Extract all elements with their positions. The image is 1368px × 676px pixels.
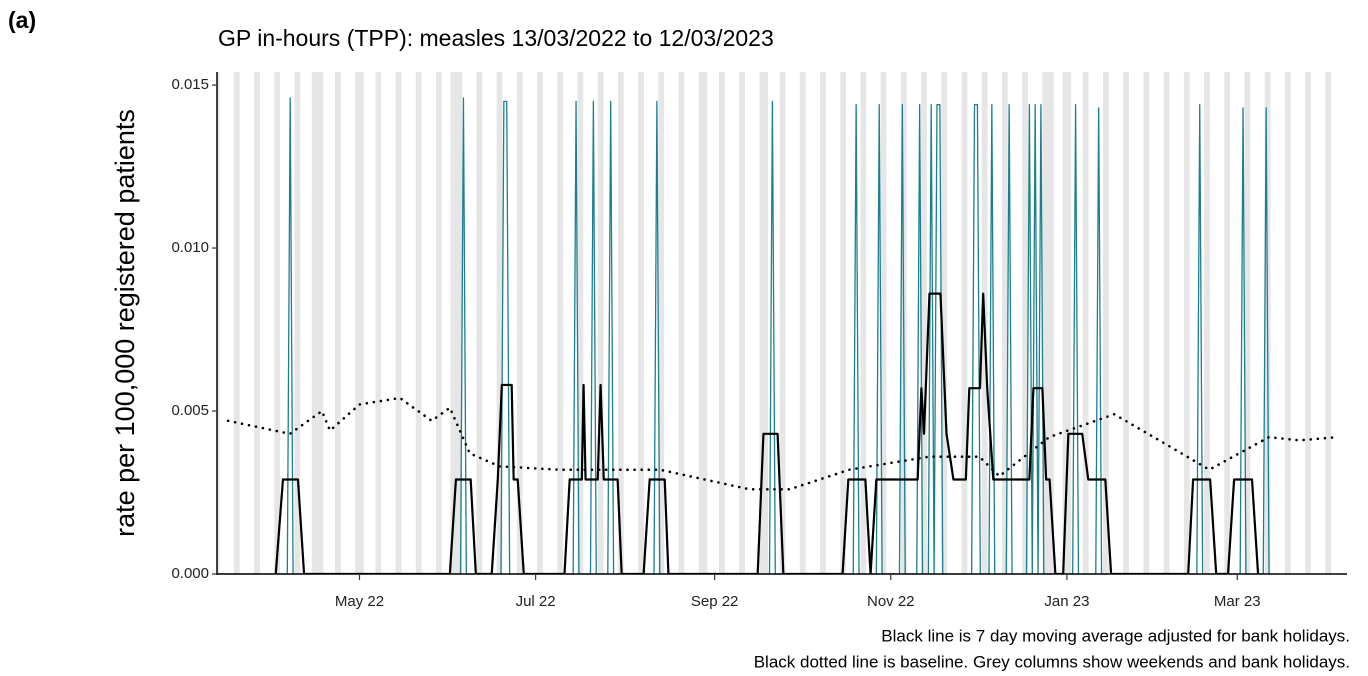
weekend-column [1183, 72, 1190, 574]
weekend-column [218, 72, 220, 574]
weekend-column [334, 72, 341, 574]
chart-title: GP in-hours (TPP): measles 13/03/2022 to… [218, 25, 774, 51]
weekend-column [537, 72, 543, 574]
weekend-column [375, 72, 382, 574]
x-tick-label: Mar 23 [1214, 593, 1261, 610]
weekend-column [294, 72, 301, 574]
weekend-column [840, 72, 847, 574]
weekend-column [450, 72, 462, 574]
weekend-column [658, 72, 665, 574]
weekend-column [1022, 72, 1028, 574]
weekend-column [577, 72, 584, 574]
panel-label: (a) [8, 7, 36, 33]
y-tick-label: 0.010 [171, 239, 209, 256]
weekend-column [1062, 72, 1072, 574]
x-tick-label: Jan 23 [1044, 593, 1089, 610]
weekend-column [1284, 72, 1291, 574]
data-line [274, 292, 1260, 574]
weekend-column [1143, 72, 1150, 574]
weekend-column [395, 72, 402, 574]
weekend-column [1305, 72, 1311, 574]
y-tick-label: 0.005 [171, 402, 209, 419]
weekend-column [233, 72, 240, 574]
weekend-column [860, 72, 867, 574]
weekend-column [961, 72, 968, 574]
weekend-column [1204, 72, 1210, 574]
x-tick-label: Sep 22 [691, 593, 739, 610]
weekend-column [254, 72, 260, 574]
weekend-column [941, 72, 948, 574]
weekend-column [638, 72, 644, 574]
weekend-column [799, 72, 806, 574]
weekend-column [355, 72, 364, 574]
weekend-column [415, 72, 422, 574]
line-layer [218, 97, 1340, 574]
weekend-column [1224, 72, 1231, 574]
weekend-column [718, 72, 725, 574]
caption: Black dotted line is baseline. Grey colu… [754, 652, 1350, 671]
weekend-column [436, 72, 442, 574]
weekend-column [1001, 72, 1008, 574]
y-tick-label: 0.015 [171, 76, 209, 93]
weekend-column [759, 72, 769, 574]
data-line [218, 97, 1270, 574]
weekend-column [1103, 72, 1109, 574]
weekend-column [820, 72, 826, 574]
weekend-column [1082, 72, 1089, 574]
weekend-column [1244, 72, 1251, 574]
x-tick-label: Nov 22 [867, 593, 915, 610]
x-tick-label: Jul 22 [516, 593, 556, 610]
weekend-column [678, 72, 685, 574]
weekend-column [1123, 72, 1129, 574]
weekend-column [274, 72, 281, 574]
weekend-column [1163, 72, 1170, 574]
baseline-line [226, 396, 1340, 491]
weekend-column [597, 72, 604, 574]
weekend-column [739, 72, 745, 574]
weekend-column [779, 72, 786, 574]
caption: Black line is 7 day moving average adjus… [881, 626, 1350, 645]
weekend-column [476, 72, 483, 574]
x-tick-label: May 22 [335, 593, 384, 610]
weekend-column [1325, 72, 1332, 574]
weekend-column [617, 72, 624, 574]
weekend-column [921, 72, 927, 574]
weekend-column [1042, 72, 1054, 574]
weekend-column [311, 72, 324, 574]
y-tick-label: 0.000 [171, 565, 209, 582]
weekend-column [880, 72, 887, 574]
weekend-column [557, 72, 564, 574]
weekend-column [516, 72, 523, 574]
y-axis-label: rate per 100,000 registered patients [110, 109, 140, 537]
weekend-column [698, 72, 708, 574]
weekend-column [496, 72, 503, 574]
